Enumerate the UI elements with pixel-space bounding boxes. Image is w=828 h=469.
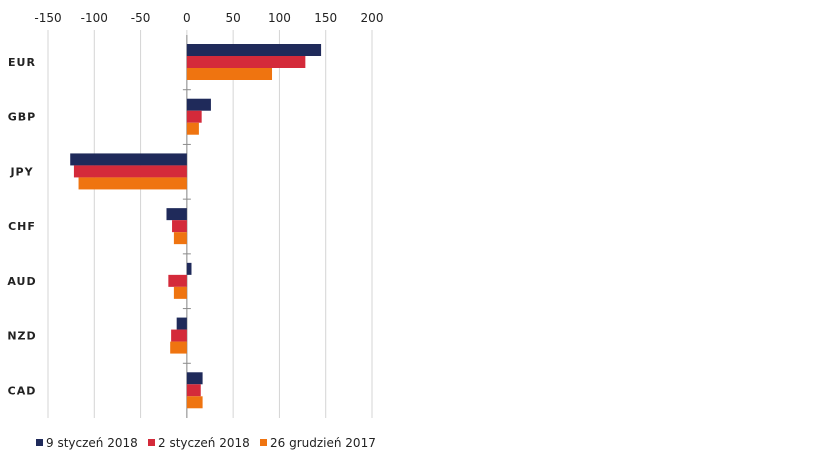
bar-cad-series-1 <box>186 372 203 385</box>
category-label-chf: CHF <box>8 220 36 233</box>
category-label-jpy: JPY <box>9 165 33 178</box>
category-label-nzd: NZD <box>7 330 36 343</box>
x-tick-label: -150 <box>34 11 61 25</box>
category-label-eur: EUR <box>8 56 36 69</box>
x-axis-ticks: -150 -100 -50 0 50 100 150 200 <box>34 11 383 25</box>
x-tick-label: 150 <box>314 11 337 25</box>
legend-label: 26 grudzień 2017 <box>270 436 376 450</box>
bar-jpy-series-2 <box>73 165 187 178</box>
bar-cad-series-2 <box>186 384 201 397</box>
category-label-cad: CAD <box>8 384 37 397</box>
category-label-gbp: GBP <box>8 111 36 124</box>
bar-jpy-series-3 <box>78 177 187 190</box>
legend-swatch <box>148 439 155 446</box>
bar-aud-series-1 <box>186 262 192 275</box>
category-axis: EUR GBP JPY CHF AUD NZD CAD <box>7 56 37 397</box>
bar-nzd-series-3 <box>170 341 187 354</box>
bar-nzd-series-2 <box>171 329 187 342</box>
bars <box>70 44 322 409</box>
legend-swatch <box>36 439 43 446</box>
x-tick-label: 0 <box>183 11 191 25</box>
legend-swatch <box>260 439 267 446</box>
legend-label: 9 styczeń 2018 <box>46 436 138 450</box>
bar-gbp-series-3 <box>186 122 199 135</box>
x-tick-label: -50 <box>131 11 151 25</box>
bar-chf-series-2 <box>172 220 187 233</box>
bar-gbp-series-1 <box>186 98 211 111</box>
x-tick-label: 200 <box>361 11 384 25</box>
category-label-aud: AUD <box>7 275 36 288</box>
legend-label: 2 styczeń 2018 <box>158 436 250 450</box>
bar-eur-series-2 <box>186 56 306 68</box>
legend: 9 styczeń 2018 2 styczeń 2018 26 grudzień … <box>36 436 376 450</box>
bar-cad-series-3 <box>186 396 203 409</box>
bar-chf-series-3 <box>173 232 187 245</box>
bar-jpy-series-1 <box>70 153 187 166</box>
x-tick-label: 50 <box>226 11 241 25</box>
bar-chf-series-1 <box>166 208 187 221</box>
bar-eur-series-3 <box>186 68 273 80</box>
bar-gbp-series-2 <box>186 110 202 123</box>
x-tick-label: -100 <box>81 11 108 25</box>
x-tick-label: 100 <box>268 11 291 25</box>
gridlines <box>47 30 373 418</box>
bar-nzd-series-1 <box>176 317 187 330</box>
bar-aud-series-2 <box>168 274 187 287</box>
bar-eur-series-1 <box>186 44 322 56</box>
bar-aud-series-3 <box>173 286 187 299</box>
